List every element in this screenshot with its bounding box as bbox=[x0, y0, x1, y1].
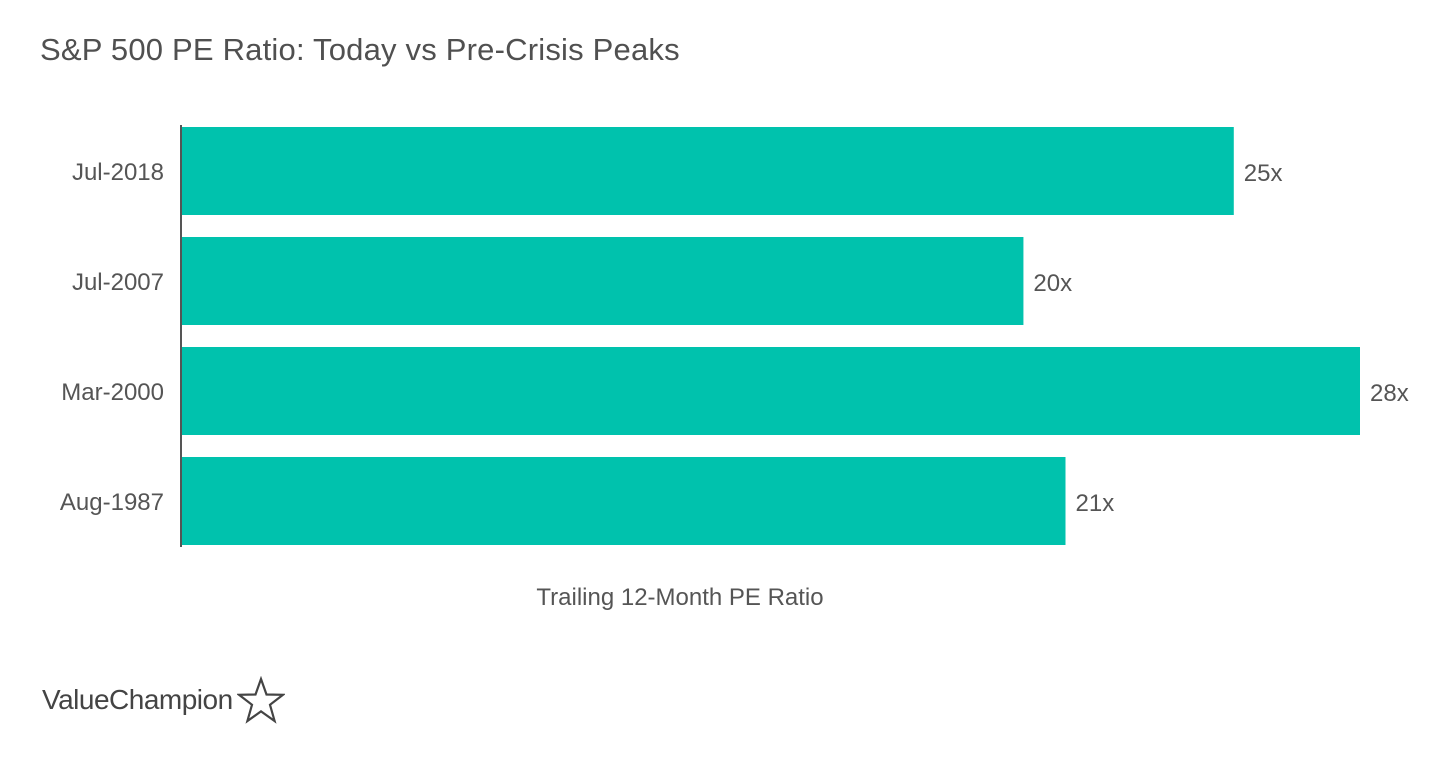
bar-data-label: 20x bbox=[1033, 270, 1072, 297]
y-tick-label: Jul-2007 bbox=[72, 269, 164, 296]
y-tick-label: Jul-2018 bbox=[72, 159, 164, 186]
bar-aug-1987 bbox=[182, 457, 1066, 545]
brand-name: ValueChampion bbox=[42, 684, 233, 715]
bars-group: Jul-2018 25x Jul-2007 20x Mar-2000 28x Aug-198… bbox=[60, 127, 1409, 545]
bar-jul-2007 bbox=[182, 237, 1024, 325]
bar-mar-2000 bbox=[182, 347, 1360, 435]
bar-data-label: 21x bbox=[1076, 490, 1115, 517]
y-tick-label: Aug-1987 bbox=[60, 489, 164, 516]
y-tick-label: Mar-2000 bbox=[61, 379, 164, 406]
chart-title: S&P 500 PE Ratio: Today vs Pre-Crisis Pe… bbox=[40, 32, 680, 67]
bar-jul-2018 bbox=[182, 127, 1234, 215]
bar-data-label: 25x bbox=[1244, 160, 1283, 187]
star-outline-icon bbox=[236, 676, 285, 724]
x-axis-title: Trailing 12-Month PE Ratio bbox=[536, 584, 823, 611]
bar-data-label: 28x bbox=[1370, 380, 1409, 407]
brand-logo: ValueChampion bbox=[42, 672, 285, 728]
